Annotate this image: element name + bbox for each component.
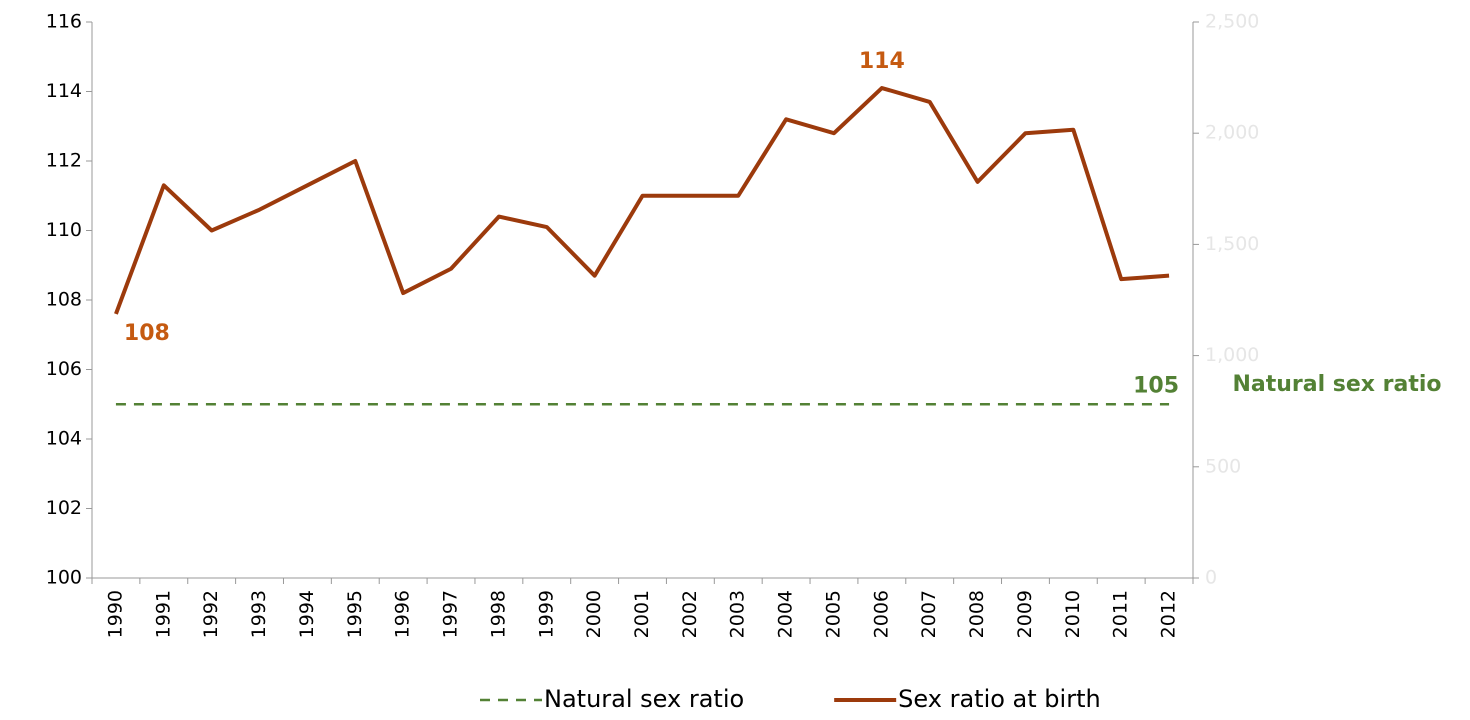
x-tick-label: 1990 — [104, 590, 126, 638]
y-tick-label: 102 — [46, 497, 82, 519]
x-tick-label: 2007 — [918, 590, 940, 638]
y-tick-label: 116 — [46, 11, 82, 33]
x-tick-label: 2005 — [822, 590, 844, 638]
x-tick-label: 2004 — [775, 590, 797, 638]
annotation: Natural sex ratio — [1232, 372, 1441, 397]
y2-tick-label: 500 — [1205, 455, 1241, 477]
x-tick-label: 2012 — [1158, 590, 1180, 638]
x-tick-label: 2000 — [583, 590, 605, 638]
y2-tick-label: 2,000 — [1205, 122, 1259, 144]
x-tick-label: 2001 — [631, 590, 653, 638]
data-label: 105 — [1133, 373, 1179, 398]
x-tick-label: 1992 — [200, 590, 222, 638]
y-tick-label: 110 — [46, 219, 82, 241]
y2-tick-label: 2,500 — [1205, 11, 1259, 33]
legend-label: Natural sex ratio — [544, 685, 744, 713]
data-label: 108 — [124, 321, 170, 346]
y-tick-label: 104 — [46, 428, 82, 450]
y-tick-label: 100 — [46, 567, 82, 589]
y2-tick-label: 1,000 — [1205, 344, 1259, 366]
x-tick-label: 1994 — [296, 590, 318, 638]
x-tick-label: 2006 — [870, 590, 892, 638]
y-tick-label: 106 — [46, 358, 82, 380]
x-tick-label: 2011 — [1110, 590, 1132, 638]
y-tick-label: 112 — [46, 150, 82, 172]
data-label: 114 — [859, 49, 905, 74]
x-tick-label: 1999 — [535, 590, 557, 638]
x-tick-label: 2003 — [727, 590, 749, 638]
x-tick-label: 1991 — [152, 590, 174, 638]
y2-tick-label: 0 — [1205, 567, 1217, 589]
x-tick-label: 2008 — [966, 590, 988, 638]
y2-tick-label: 1,500 — [1205, 233, 1259, 255]
x-tick-label: 1998 — [487, 590, 509, 638]
x-tick-label: 1995 — [344, 590, 366, 638]
x-tick-label: 2009 — [1014, 590, 1036, 638]
x-tick-label: 1993 — [248, 590, 270, 638]
x-tick-label: 2010 — [1062, 590, 1084, 638]
legend-label: Sex ratio at birth — [898, 685, 1101, 713]
x-tick-label: 2002 — [679, 590, 701, 638]
series-line — [114, 86, 1170, 315]
x-tick-label: 1997 — [440, 590, 462, 638]
x-tick-label: 1996 — [392, 590, 414, 638]
y-tick-label: 108 — [46, 289, 82, 311]
y-tick-label: 114 — [46, 80, 82, 102]
